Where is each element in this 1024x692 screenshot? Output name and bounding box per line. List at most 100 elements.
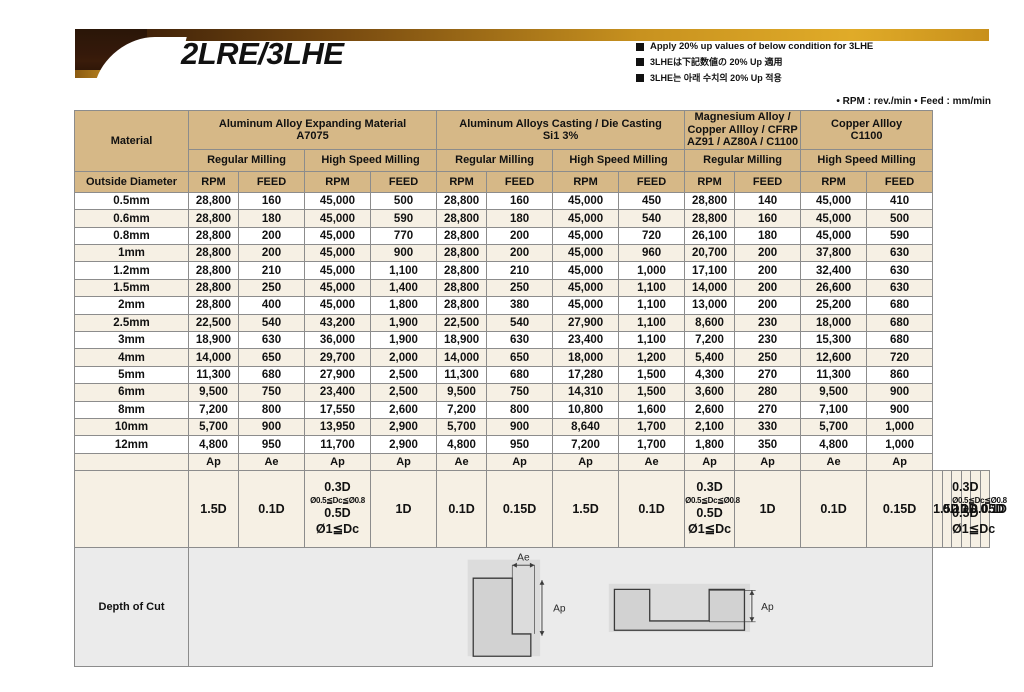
apae-header-ap-0: Ap bbox=[188, 452, 239, 471]
metric-header-10: RPM bbox=[800, 170, 868, 193]
cell-value: 630 bbox=[866, 244, 934, 263]
material-group-name: Aluminum Alloy Expanding Material bbox=[218, 117, 407, 130]
cell-value: 10,800 bbox=[552, 400, 620, 420]
cell-value: 14,000 bbox=[188, 348, 239, 367]
cell-value: 680 bbox=[866, 313, 934, 333]
cell-value: 7,200 bbox=[188, 400, 239, 420]
apae-hs-ap-cond2: Ø1≦Dc bbox=[315, 521, 360, 536]
depth-of-cut-row: Depth of Cut Ae bbox=[74, 546, 990, 667]
cell-value: 29,700 bbox=[304, 348, 371, 367]
cell-value: 2,900 bbox=[369, 417, 438, 437]
square-bullet-icon bbox=[636, 42, 644, 51]
apae-header-ap-6: Ap bbox=[552, 452, 620, 471]
cell-value: 800 bbox=[238, 400, 305, 420]
cell-value: 45,000 bbox=[552, 278, 620, 298]
material-group-name-2: Copper Allloy / CFRP bbox=[687, 123, 798, 136]
cell-value: 400 bbox=[238, 296, 305, 315]
cell-value: 800 bbox=[486, 400, 554, 420]
table-row: 2.5mm 22,500 540 43,200 1,900 22,500 540 27,900… bbox=[74, 313, 990, 333]
figure1-ap-arrow-top bbox=[539, 579, 545, 585]
cell-value: 22,500 bbox=[188, 313, 239, 333]
apae-header-ap-9: Ap bbox=[734, 452, 802, 471]
cell-value: 180 bbox=[238, 209, 305, 228]
square-bullet-icon bbox=[636, 57, 644, 66]
table-row: 0.6mm 28,800 180 45,000 590 28,800 180 45,000 54… bbox=[74, 209, 990, 228]
table-row: 1.5mm 28,800 250 45,000 1,400 28,800 250 45,000… bbox=[74, 278, 990, 298]
apae-header-ap-3: Ap bbox=[369, 452, 438, 471]
cell-value: 45,000 bbox=[304, 244, 371, 263]
cell-value: 45,000 bbox=[800, 191, 868, 211]
cell-value: 9,500 bbox=[800, 383, 868, 402]
cell-value: 540 bbox=[618, 209, 686, 228]
cell-value: 7,100 bbox=[800, 400, 868, 420]
figures-canvas: Ae Ap Ap bbox=[189, 548, 932, 666]
cell-value: 28,800 bbox=[684, 191, 736, 211]
cell-value: 630 bbox=[486, 331, 554, 350]
cell-value: 180 bbox=[486, 209, 554, 228]
material-group-copper: Copper Allloy C1100 bbox=[800, 110, 934, 150]
cell-value: 160 bbox=[238, 191, 305, 211]
metric-header-9: FEED bbox=[734, 170, 802, 193]
note-text-ja: 3LHEは下記数値の 20% Up 適用 bbox=[650, 57, 783, 67]
cell-value: 900 bbox=[238, 417, 305, 437]
cell-value: 720 bbox=[618, 226, 686, 246]
cell-value: 26,100 bbox=[684, 226, 736, 246]
table-row: 1mm 28,800 200 45,000 900 28,800 200 45,000 960 2… bbox=[74, 244, 990, 263]
material-group-a7075: Aluminum Alloy Expanding Material A7075 bbox=[187, 110, 438, 150]
cell-outside-diameter: 2.5mm bbox=[74, 313, 189, 333]
apae-hs-ap-line1: 0.3D bbox=[324, 480, 351, 495]
milling-mode-2: Regular Milling bbox=[436, 148, 554, 172]
figure1-ap-label: Ap bbox=[553, 603, 566, 614]
cell-value: 14,310 bbox=[552, 383, 620, 402]
cell-value: 200 bbox=[734, 278, 802, 298]
cell-value: 950 bbox=[486, 435, 554, 454]
apae-hs-ap-cond1: Ø0.5≦Dc≦Ø0.8 bbox=[952, 496, 1007, 506]
cell-value: 1,000 bbox=[618, 261, 686, 280]
cell-value: 43,200 bbox=[304, 313, 371, 333]
apae-value-ae: 0.1D bbox=[800, 469, 868, 548]
cell-value: 2,000 bbox=[369, 348, 438, 367]
table-row: 0.5mm 28,800 160 45,000 500 28,800 160 45,000 45… bbox=[74, 191, 990, 211]
figure1-ae-arrow-right bbox=[529, 562, 535, 568]
milling-mode-3: High Speed Milling bbox=[552, 148, 686, 172]
cell-value: 540 bbox=[486, 313, 554, 333]
cell-value: 1,700 bbox=[618, 435, 686, 454]
cell-value: 650 bbox=[238, 348, 305, 367]
figure2-ap-arrow-top bbox=[749, 590, 755, 595]
cell-value: 4,800 bbox=[436, 435, 488, 454]
cell-value: 860 bbox=[866, 365, 934, 385]
cell-value: 28,800 bbox=[188, 296, 239, 315]
cell-value: 28,800 bbox=[188, 244, 239, 263]
cell-value: 1,800 bbox=[684, 435, 736, 454]
depth-of-cut-label: Depth of Cut bbox=[74, 546, 189, 667]
cell-value: 1,600 bbox=[618, 400, 686, 420]
note-line-ko: 3LHE는 아래 수치의 20% Up 적용 bbox=[636, 71, 991, 84]
apae-value-ap: 1D bbox=[369, 469, 438, 548]
depth-of-cut-figures: Ae Ap Ap bbox=[187, 546, 934, 667]
apae-header-ap-8: Ap bbox=[684, 452, 736, 471]
milling-mode-1: High Speed Milling bbox=[303, 148, 438, 172]
cell-value: 380 bbox=[486, 296, 554, 315]
cell-outside-diameter: 10mm bbox=[74, 417, 189, 437]
table-body: 0.5mm 28,800 160 45,000 500 28,800 160 45,000 45… bbox=[74, 191, 990, 454]
cell-outside-diameter: 3mm bbox=[74, 331, 189, 350]
cell-value: 20,700 bbox=[684, 244, 736, 263]
cell-value: 32,400 bbox=[800, 261, 868, 280]
apae-value-ap: 1.5D bbox=[188, 469, 239, 548]
cell-value: 500 bbox=[369, 191, 438, 211]
apae-header-spacer bbox=[74, 452, 189, 471]
cell-value: 14,000 bbox=[684, 278, 736, 298]
cell-outside-diameter: 0.8mm bbox=[74, 226, 189, 246]
cell-value: 28,800 bbox=[436, 209, 488, 228]
cell-outside-diameter: 8mm bbox=[74, 400, 189, 420]
cell-value: 900 bbox=[486, 417, 554, 437]
cell-value: 45,000 bbox=[304, 226, 371, 246]
table-row: 10mm 5,700 900 13,950 2,900 5,700 900 8,640 1,70… bbox=[74, 417, 990, 437]
cell-value: 18,000 bbox=[800, 313, 868, 333]
apae-header-row: Ap Ae Ap Ap Ae Ap Ap Ae Ap Ap Ae Ap bbox=[74, 452, 990, 471]
cell-value: 1,000 bbox=[866, 417, 934, 437]
figure1-ae-label: Ae bbox=[517, 552, 530, 563]
